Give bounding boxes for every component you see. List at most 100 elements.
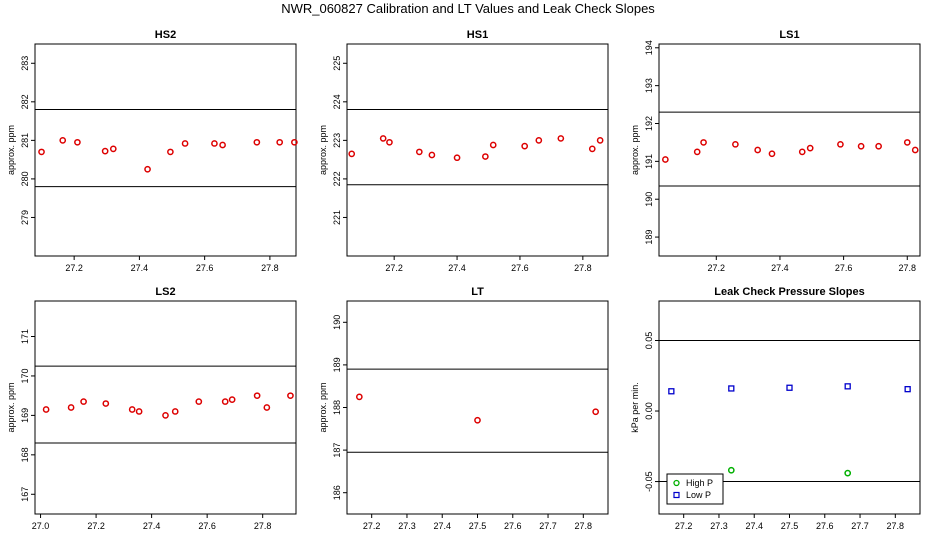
data-point	[109, 145, 117, 153]
legend-marker	[673, 479, 680, 487]
data-point	[732, 140, 739, 148]
y-axis-label: approx. ppm	[318, 125, 328, 175]
data-point	[911, 146, 919, 154]
y-tick-label: 170	[20, 368, 30, 383]
y-tick-label: 188	[332, 400, 342, 415]
data-point	[837, 140, 844, 148]
data-point	[754, 146, 762, 154]
x-tick-label: 27.4	[771, 263, 789, 273]
x-tick-label: 27.2	[675, 521, 693, 531]
panel-1: HS2 27.2 27.4 27.6 27.8 279 280 281 282 283 approx…	[6, 29, 298, 273]
data-point	[128, 406, 136, 413]
x-tick-label: 27.6	[504, 521, 522, 531]
x-tick-label: 27.5	[781, 521, 799, 531]
data-point	[668, 388, 675, 395]
plot-frame	[34, 43, 297, 257]
x-tick-label: 27.2	[708, 263, 726, 273]
data-point	[592, 408, 600, 416]
plot-frame	[34, 300, 297, 515]
data-point	[80, 398, 87, 405]
data-point	[844, 383, 851, 390]
y-tick-label: 190	[332, 315, 342, 330]
data-point	[521, 142, 529, 150]
y-tick-label: 190	[644, 192, 654, 207]
x-tick-label: 27.6	[816, 521, 834, 531]
y-axis-label: approx. ppm	[6, 125, 16, 175]
data-point	[253, 138, 261, 146]
y-tick-label: 193	[644, 78, 654, 93]
data-point	[195, 398, 203, 405]
x-tick-label: 27.8	[575, 521, 593, 531]
data-point	[253, 392, 261, 400]
plot-frame	[346, 300, 609, 515]
panels: HS2 27.2 27.4 27.6 27.8 279 280 281 282 283 approx…	[6, 29, 921, 531]
x-tick-label: 27.4	[448, 263, 466, 273]
panel-6: Leak Check Pressure Slopes 27.2 27.3 27.4 27…	[630, 286, 921, 531]
data-point	[102, 400, 110, 407]
y-tick-label: 167	[20, 487, 30, 502]
data-point	[415, 148, 423, 156]
data-point	[38, 148, 45, 156]
x-tick-label: 27.7	[851, 521, 869, 531]
data-point	[171, 408, 179, 415]
data-point	[474, 416, 481, 424]
data-point	[221, 398, 229, 405]
data-point	[59, 137, 67, 144]
data-point	[489, 141, 497, 149]
data-point	[588, 145, 596, 153]
x-tick-label: 27.8	[899, 263, 917, 273]
panel-title: LS1	[779, 29, 799, 41]
y-tick-label: 169	[20, 408, 30, 423]
legend: High P Low P	[666, 473, 724, 505]
data-point	[74, 138, 81, 146]
data-point	[42, 406, 50, 413]
x-tick-label: 27.5	[469, 521, 487, 531]
y-tick-label: 189	[644, 230, 654, 245]
data-point	[219, 141, 226, 149]
y-tick-label: 191	[644, 154, 654, 169]
x-tick-label: 27.6	[835, 263, 853, 273]
plot-frame	[346, 43, 609, 257]
panel-5: LT 27.2 27.3 27.4 27.5 27.6 27.7 27.8 186 187 188 1…	[318, 286, 609, 531]
x-tick-label: 27.2	[87, 521, 105, 531]
data-point	[786, 384, 793, 391]
panel-title: HS1	[467, 29, 488, 41]
x-tick-label: 27.4	[745, 521, 763, 531]
y-tick-label: 0.00	[644, 402, 654, 420]
y-tick-label: 283	[20, 56, 30, 71]
panel-title: LT	[471, 286, 484, 298]
data-point	[355, 393, 363, 401]
x-tick-label: 27.8	[261, 263, 279, 273]
y-axis-label: approx. ppm	[318, 382, 328, 432]
y-tick-label: 223	[332, 133, 342, 148]
data-point	[806, 144, 814, 152]
y-tick-label: 168	[20, 447, 30, 462]
y-axis-label: kPa per min.	[630, 382, 640, 433]
data-point	[844, 469, 852, 477]
data-point	[903, 139, 911, 146]
data-point	[67, 404, 75, 411]
data-point	[228, 396, 236, 403]
y-tick-label: 282	[20, 94, 30, 109]
data-point	[167, 148, 174, 156]
panel-2: HS1 27.2 27.4 27.6 27.8 221 222 223 224 225 approx…	[318, 29, 609, 273]
x-tick-label: 27.3	[710, 521, 728, 531]
panel-title: HS2	[155, 29, 176, 41]
data-point	[728, 385, 735, 392]
x-tick-label: 27.8	[887, 521, 905, 531]
y-tick-label: 0.05	[644, 332, 654, 350]
panel-title: LS2	[155, 286, 175, 298]
data-point	[453, 154, 461, 162]
data-point	[798, 148, 806, 156]
x-tick-label: 27.6	[198, 521, 216, 531]
data-point	[211, 140, 218, 147]
legend-label: Low P	[686, 490, 711, 500]
y-tick-label: -0.05	[644, 471, 654, 492]
legend-box	[666, 473, 724, 505]
y-axis-label: approx. ppm	[6, 382, 16, 432]
y-tick-label: 189	[332, 357, 342, 372]
y-tick-label: 192	[644, 116, 654, 131]
data-point	[428, 151, 436, 159]
x-tick-label: 27.4	[131, 263, 149, 273]
y-tick-label: 224	[332, 94, 342, 109]
